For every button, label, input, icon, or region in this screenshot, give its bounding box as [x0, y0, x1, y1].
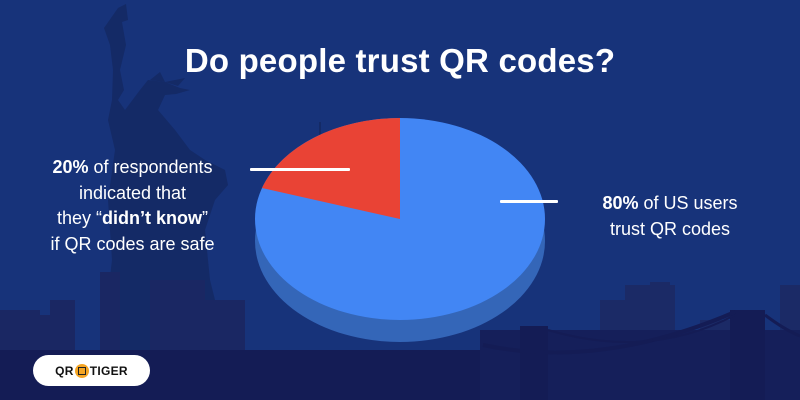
annotation-text: if QR codes are safe [50, 233, 215, 254]
pct-trust: 80% [602, 193, 639, 213]
tiger-head-icon [74, 363, 89, 378]
logo-text-left: QR [55, 363, 74, 378]
qr-tiger-logo: QR TIGER [33, 355, 150, 386]
bridge-silhouette [480, 310, 800, 400]
annotation-dont-know: 20% of respondents indicated that they “… [40, 155, 225, 257]
annotation-text: they “ [56, 208, 103, 228]
annotation-text: of US users [638, 193, 738, 213]
annotation-text: trust QR codes [609, 219, 731, 239]
annotation-trust: 80% of US users trust QR codes [570, 190, 770, 242]
pie-chart [255, 118, 545, 342]
annotation-text: of respondents [88, 157, 213, 177]
leader-line-right [500, 200, 558, 203]
annotation-emphasis: didn’t know [102, 208, 202, 228]
antenna [319, 122, 321, 142]
leader-line-left [250, 168, 350, 171]
pct-dont-know: 20% [52, 157, 89, 177]
annotation-text: indicated that [78, 182, 187, 203]
chart-title: Do people trust QR codes? [184, 42, 616, 79]
logo-text-right: TIGER [89, 363, 128, 378]
annotation-text: ” [202, 208, 208, 228]
